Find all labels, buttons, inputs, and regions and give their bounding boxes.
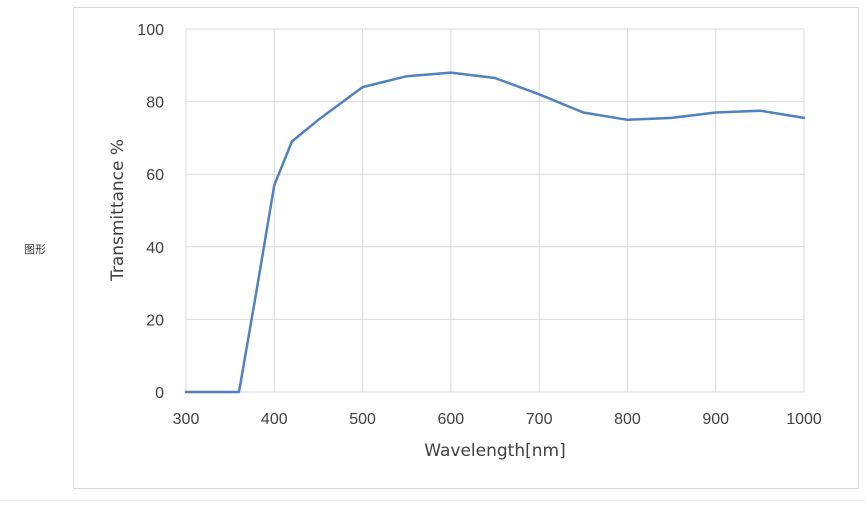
x-tick-label: 300 (173, 411, 200, 428)
x-tick-label: 500 (349, 411, 376, 428)
y-axis-title: Transmittance % (108, 139, 128, 282)
y-tick-label: 80 (146, 95, 164, 112)
x-tick-label: 1000 (786, 411, 822, 428)
y-tick-label: 40 (146, 240, 164, 257)
x-axis-title: Wavelength[nm] (424, 441, 565, 461)
series-lines (184, 71, 806, 394)
side-label: 图形 (24, 243, 46, 256)
bottom-divider (0, 500, 865, 501)
x-tick-label: 900 (702, 411, 729, 428)
y-tick-label: 60 (146, 167, 164, 184)
x-tick-label: 700 (526, 411, 553, 428)
x-tick-labels: 300 400 500 600 700 800 900 1000 (173, 411, 822, 428)
y-tick-label: 100 (137, 22, 164, 39)
x-tick-label: 800 (614, 411, 641, 428)
y-tick-labels: 0 20 40 60 80 100 (137, 22, 164, 402)
y-tick-label: 0 (155, 385, 164, 402)
series-line (184, 71, 806, 394)
y-tick-label: 20 (146, 312, 164, 329)
chart-frame (73, 7, 859, 489)
x-tick-label: 600 (438, 411, 465, 428)
x-tick-label: 400 (261, 411, 288, 428)
grid-lines (185, 28, 805, 393)
